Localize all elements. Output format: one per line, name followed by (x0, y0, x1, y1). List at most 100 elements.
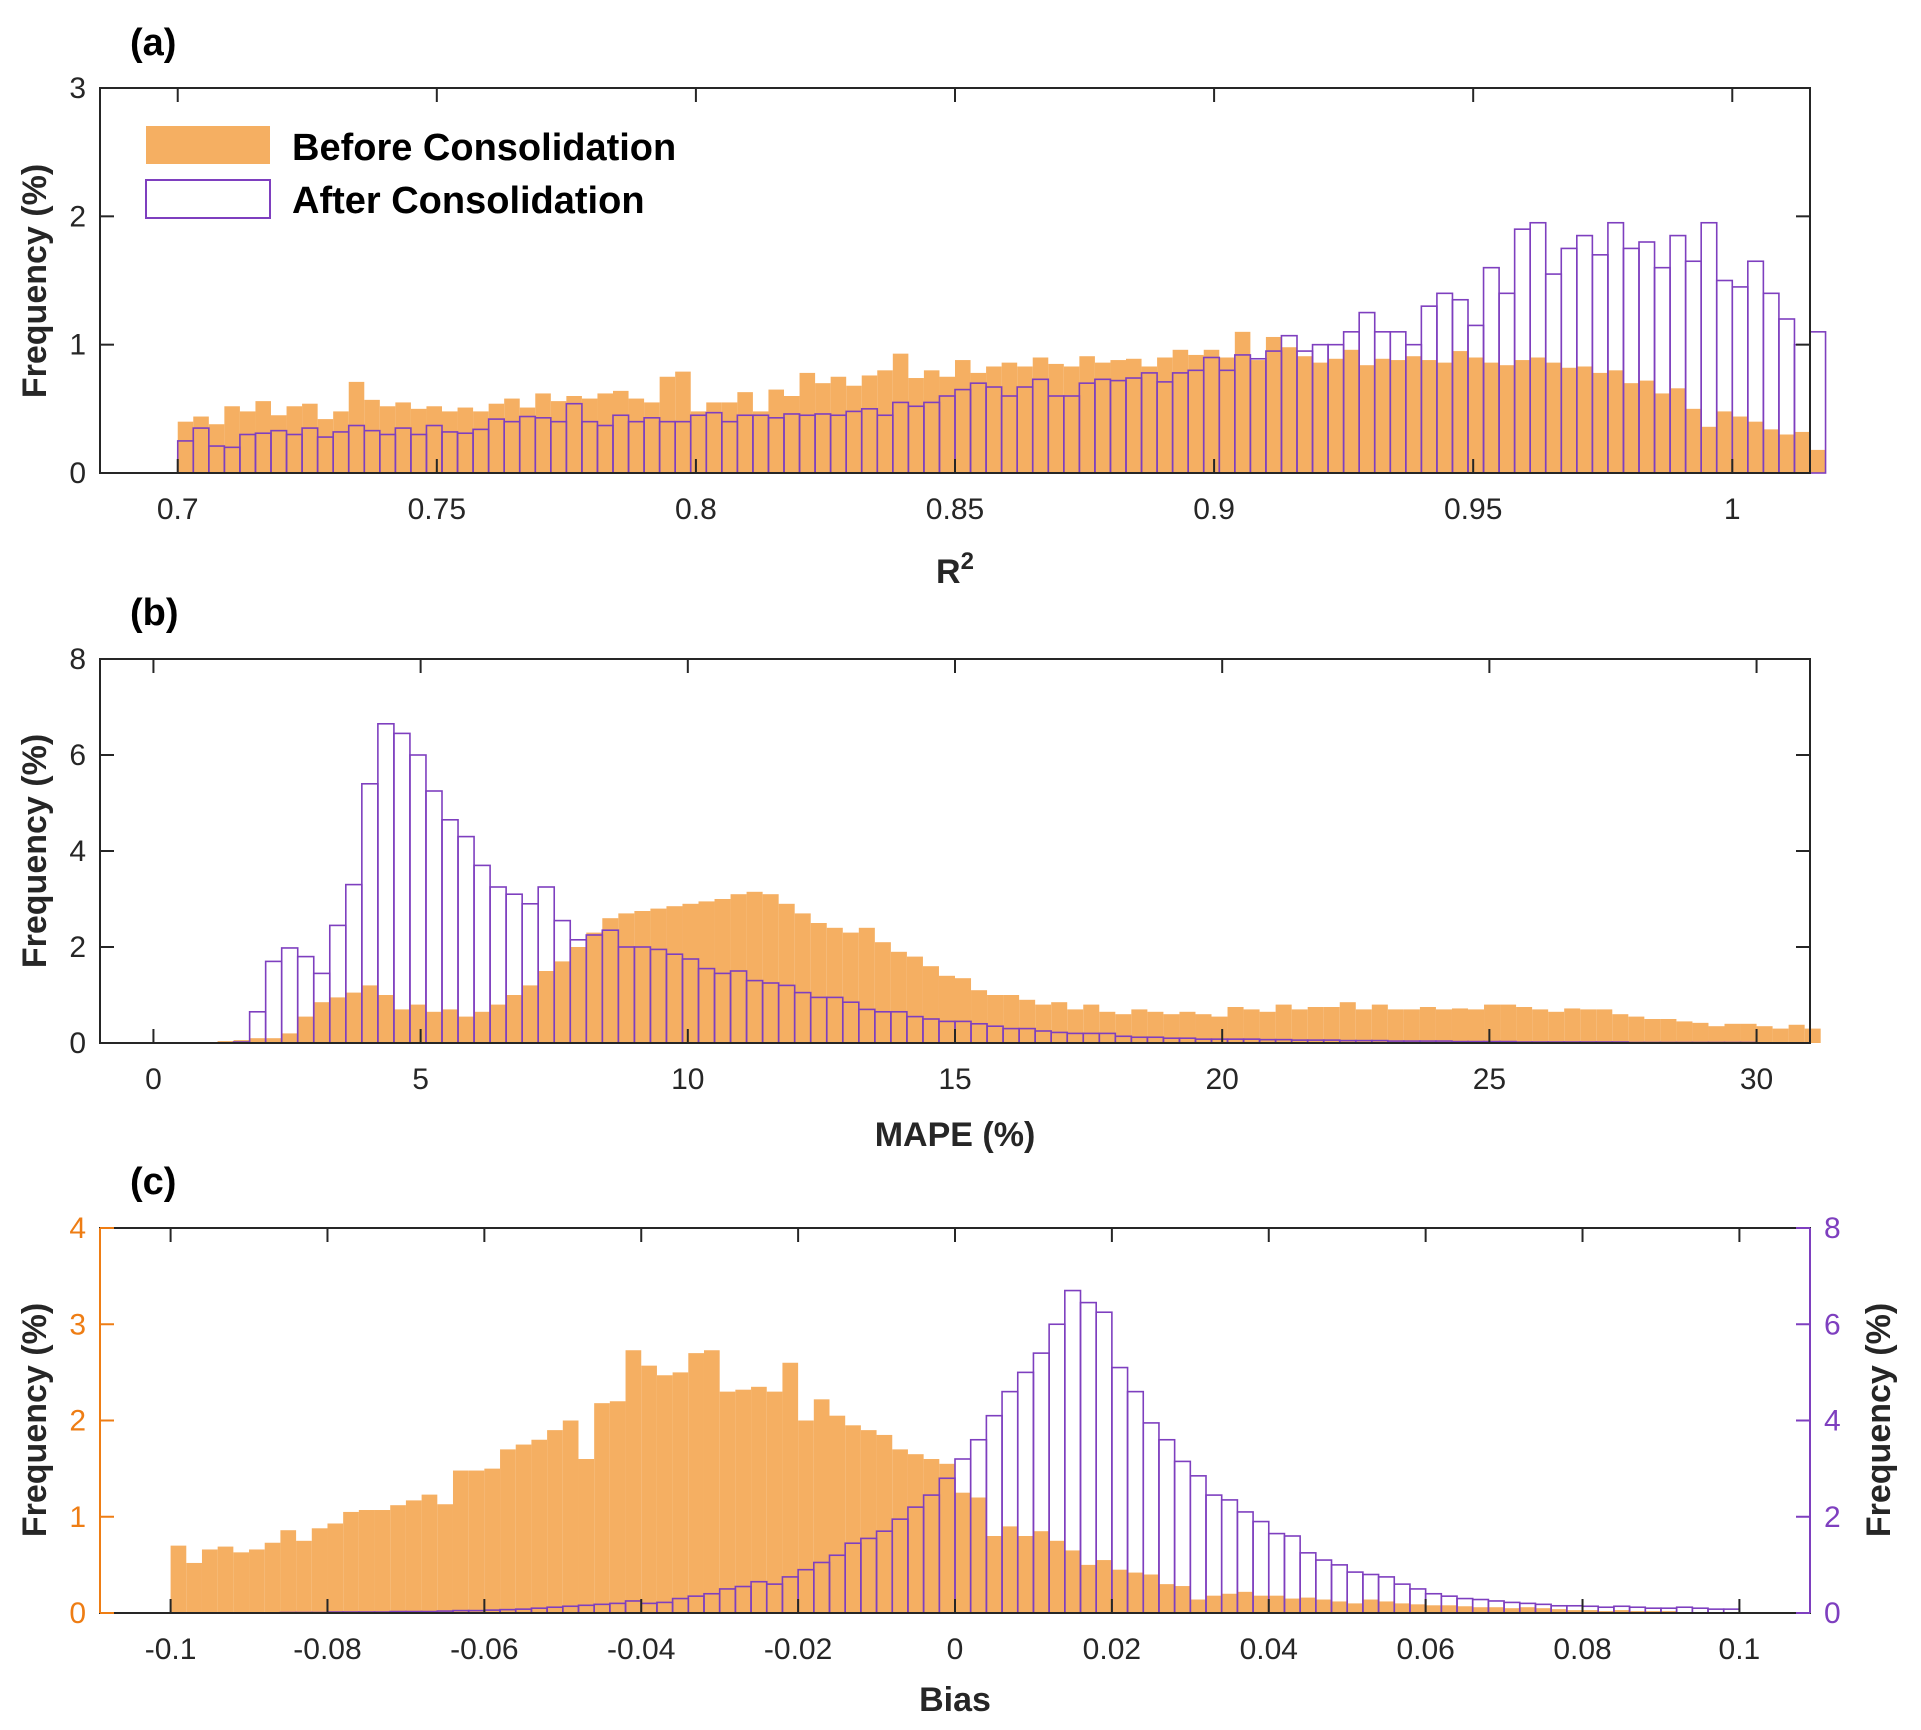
before-b-bar (1083, 1004, 1100, 1043)
before-c-bar (845, 1425, 861, 1613)
ticks-c: -0.1 -0.08 -0.06 -0.04 -0.02 0 0.02 0.04 0.06 0.0… (69, 1212, 1840, 1666)
before-c-bar (1143, 1574, 1159, 1613)
before-a-bar (690, 411, 707, 473)
before-b-bar (458, 1016, 475, 1043)
before-c-bar (1347, 1603, 1363, 1614)
y-tick-label: 4 (69, 835, 86, 868)
before-c-bar (641, 1365, 657, 1613)
x-tick-label: -0.06 (450, 1633, 518, 1666)
before-a-bar (830, 376, 847, 473)
before-c-bar (1096, 1560, 1112, 1613)
before-a-bar (442, 411, 458, 473)
y-axis-title-right-c: Frequency (%) (1860, 1303, 1898, 1537)
y-tick-label: 2 (69, 931, 86, 964)
x-tick-label: 0.8 (675, 493, 717, 526)
x-tick-label: 5 (412, 1063, 429, 1096)
before-b-bar (1756, 1026, 1773, 1043)
before-a-bar (908, 378, 924, 473)
before-b-bar (377, 995, 394, 1043)
before-b-bar (1596, 1009, 1613, 1043)
before-a-bar (1545, 362, 1562, 473)
before-b-bar (1516, 1007, 1533, 1043)
before-b-bar (554, 961, 571, 1043)
panel-label-b: (b) (130, 592, 179, 634)
before-a-bar (1468, 357, 1484, 473)
before-a-bar (1436, 362, 1453, 473)
before-c-bar (1049, 1540, 1065, 1613)
before-c-bar (1613, 1610, 1630, 1613)
before-c-bar (625, 1350, 642, 1613)
before-a-bar (177, 421, 194, 473)
before-c-bar (374, 1510, 391, 1613)
before-a-bar (892, 353, 909, 473)
before-b-bar (1387, 1009, 1404, 1043)
before-c-bar (1566, 1610, 1583, 1613)
before-a-bar (799, 372, 816, 473)
before-b-bar (1355, 1009, 1372, 1043)
before-a-bar (1685, 408, 1702, 473)
x-tick-label: 15 (938, 1063, 971, 1096)
before-a-bar (1452, 351, 1468, 473)
before-b-bar (1339, 1002, 1356, 1043)
before-a-bar (597, 393, 613, 473)
before-c-bar (1080, 1564, 1097, 1614)
before-a-bar (395, 402, 411, 473)
x-tick-label: 0.85 (926, 493, 984, 526)
before-a-bar (1017, 366, 1033, 473)
before-b-bar (297, 1016, 314, 1043)
y-tick-label: 2 (69, 200, 86, 233)
before-c-bar (782, 1362, 799, 1613)
before-c-bar (343, 1511, 359, 1613)
before-b-bar (1628, 1016, 1645, 1043)
before-b-bar (1468, 1009, 1485, 1043)
before-a-bar (364, 399, 380, 473)
before-a-bar (1265, 336, 1282, 473)
y-tick-label: 2 (69, 1405, 86, 1438)
before-a-bar (1048, 363, 1064, 473)
before-c-bar (547, 1430, 563, 1614)
before-b-bar (602, 918, 619, 1043)
before-c-bar (1519, 1607, 1536, 1613)
before-a-bar (1188, 354, 1204, 473)
y-tick-label: 0 (69, 1597, 86, 1630)
before-a-bar (737, 392, 753, 473)
x-axis-title-a: R2 (936, 548, 974, 591)
before-b-bar (1612, 1014, 1629, 1043)
before-a-bar (1312, 362, 1329, 473)
before-a-bar (877, 370, 893, 473)
before-a-bar (504, 398, 520, 473)
before-c-bar (390, 1505, 406, 1613)
before-b-bar (1435, 1009, 1452, 1043)
before-c-bar (688, 1353, 704, 1614)
before-c-bar (1002, 1526, 1018, 1614)
x-tick-label: 1 (1724, 493, 1741, 526)
before-a-bar (861, 375, 878, 473)
before-c-bar (860, 1430, 877, 1614)
before-c-bar (829, 1415, 846, 1613)
before-b-bar (650, 908, 667, 1043)
before-b-bar (1804, 1028, 1821, 1043)
legend-label-after: After Consolidation (292, 180, 645, 222)
before-a-bar (535, 393, 551, 473)
before-b-bar (1692, 1022, 1709, 1043)
before-c-bar (923, 1459, 940, 1613)
before-a-bar (1032, 357, 1049, 473)
before-a-bar (1110, 360, 1126, 473)
before-a-bar (1763, 429, 1779, 473)
before-c-bar (500, 1449, 516, 1614)
before-c-bar (1300, 1597, 1316, 1613)
x-tick-label: 0 (947, 1633, 964, 1666)
before-b-bar (666, 906, 683, 1043)
before-b-bar (1644, 1019, 1661, 1043)
x-tick-label: 0.1 (1719, 1633, 1761, 1666)
x-tick-label: 20 (1206, 1063, 1239, 1096)
before-a-bar (1203, 349, 1220, 473)
before-c-bar (233, 1552, 250, 1613)
before-c-bar (892, 1449, 908, 1614)
before-a-bar (1483, 362, 1500, 473)
before-c-bar (798, 1420, 814, 1613)
before-c-bar (703, 1350, 720, 1613)
x-tick-label: 0.04 (1240, 1633, 1298, 1666)
before-a-bar (1794, 431, 1810, 473)
